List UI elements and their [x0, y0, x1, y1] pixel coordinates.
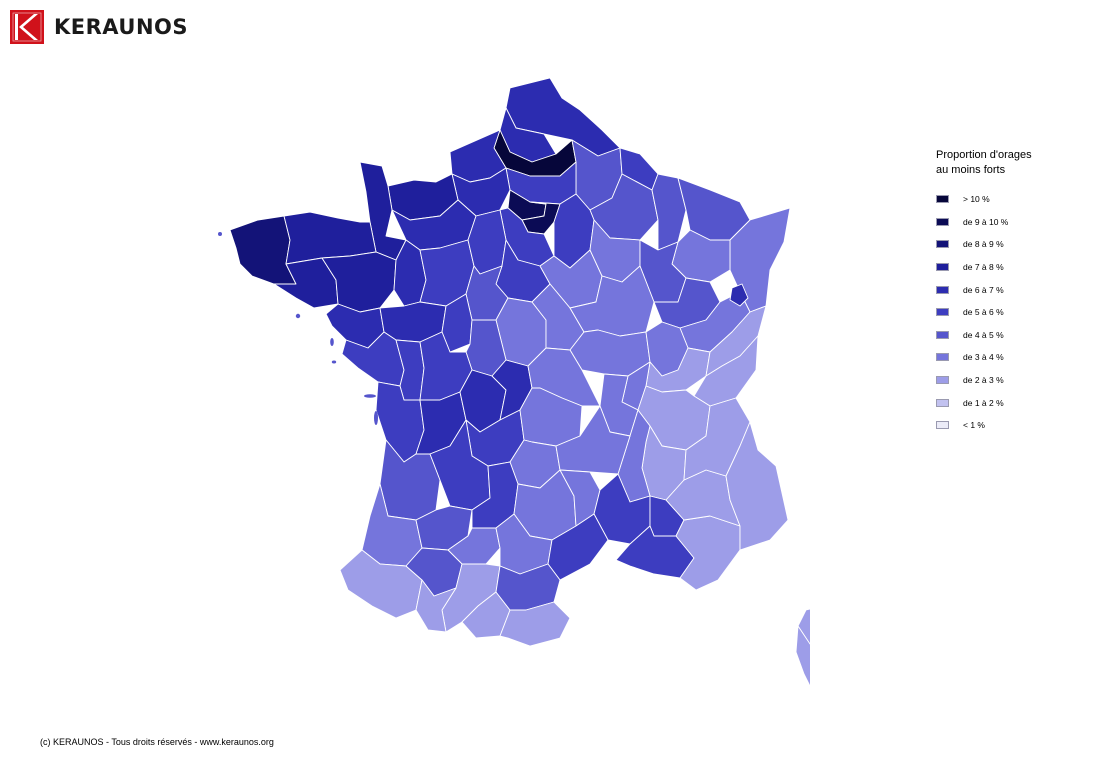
legend-swatch [936, 308, 949, 317]
legend-swatch [936, 240, 949, 249]
legend-item: de 5 à 6 % [936, 301, 1086, 324]
legend-label: de 6 à 7 % [963, 284, 1004, 295]
legend-swatch [936, 421, 949, 430]
region-morbihan [273, 257, 339, 309]
brand-name[interactable]: KERAUNOS [54, 15, 188, 39]
legend-item: de 3 à 4 % [936, 346, 1086, 369]
legend-item: de 8 à 9 % [936, 233, 1086, 256]
legend-label: de 1 à 2 % [963, 397, 1004, 408]
region-pyrenees-atlantiques [339, 549, 423, 619]
copyright-footer: (c) KERAUNOS - Tous droits réservés - ww… [40, 737, 274, 747]
legend-label: de 2 à 3 % [963, 375, 1004, 386]
region-corse-du-sud [795, 625, 810, 688]
region-pyrenees-orientales [499, 601, 571, 647]
legend: Proportion d'orages au moins forts > 10 … [936, 148, 1086, 437]
legend-swatch [936, 285, 949, 294]
keraunos-k-logo-icon[interactable] [10, 10, 44, 44]
island-belle-ile [295, 313, 301, 319]
legend-item: < 1 % [936, 414, 1086, 437]
region-herault [547, 513, 609, 581]
legend-label: de 3 à 4 % [963, 352, 1004, 363]
legend-title-line2: au moins forts [936, 164, 1006, 176]
region-hautes-pyrenees [415, 579, 457, 633]
region-meuse [651, 173, 687, 251]
legend-item: de 6 à 7 % [936, 278, 1086, 301]
legend-swatch [936, 330, 949, 339]
legend-item: de 1 à 2 % [936, 391, 1086, 414]
legend-label: de 4 à 5 % [963, 329, 1004, 340]
legend-item: > 10 % [936, 188, 1086, 211]
legend-label: de 7 à 8 % [963, 262, 1004, 273]
legend-label: de 5 à 6 % [963, 307, 1004, 318]
legend-title-line1: Proportion d'orages [936, 149, 1032, 161]
region-territoire-belfort [729, 283, 749, 307]
legend-label: < 1 % [963, 420, 985, 431]
legend-swatch [936, 398, 949, 407]
legend-label: > 10 % [963, 194, 990, 205]
region-alpes-maritimes [725, 421, 789, 551]
island-yeu [331, 360, 337, 364]
legend-label: de 9 à 10 % [963, 216, 1009, 227]
france-departments-map [218, 77, 810, 688]
island-noirmoutier [330, 338, 334, 346]
legend-item: de 2 à 3 % [936, 369, 1086, 392]
island-ouessant [218, 232, 222, 236]
legend-item: de 7 à 8 % [936, 256, 1086, 279]
legend-swatch [936, 353, 949, 362]
legend-item: de 4 à 5 % [936, 324, 1086, 347]
legend-items: > 10 % de 9 à 10 % de 8 à 9 % de 7 à 8 % de … [936, 188, 1086, 437]
region-ille-et-vilaine [321, 251, 397, 313]
region-saone-et-loire [569, 329, 651, 377]
island-re [364, 394, 376, 398]
legend-title: Proportion d'orages au moins forts [936, 148, 1086, 178]
legend-label: de 8 à 9 % [963, 239, 1004, 250]
region-haute-corse [797, 608, 810, 645]
legend-swatch [936, 376, 949, 385]
legend-swatch [936, 195, 949, 204]
island-oleron [374, 411, 378, 425]
legend-item: de 9 à 10 % [936, 211, 1086, 234]
header: KERAUNOS [10, 9, 188, 45]
legend-swatch [936, 263, 949, 272]
legend-swatch [936, 217, 949, 226]
